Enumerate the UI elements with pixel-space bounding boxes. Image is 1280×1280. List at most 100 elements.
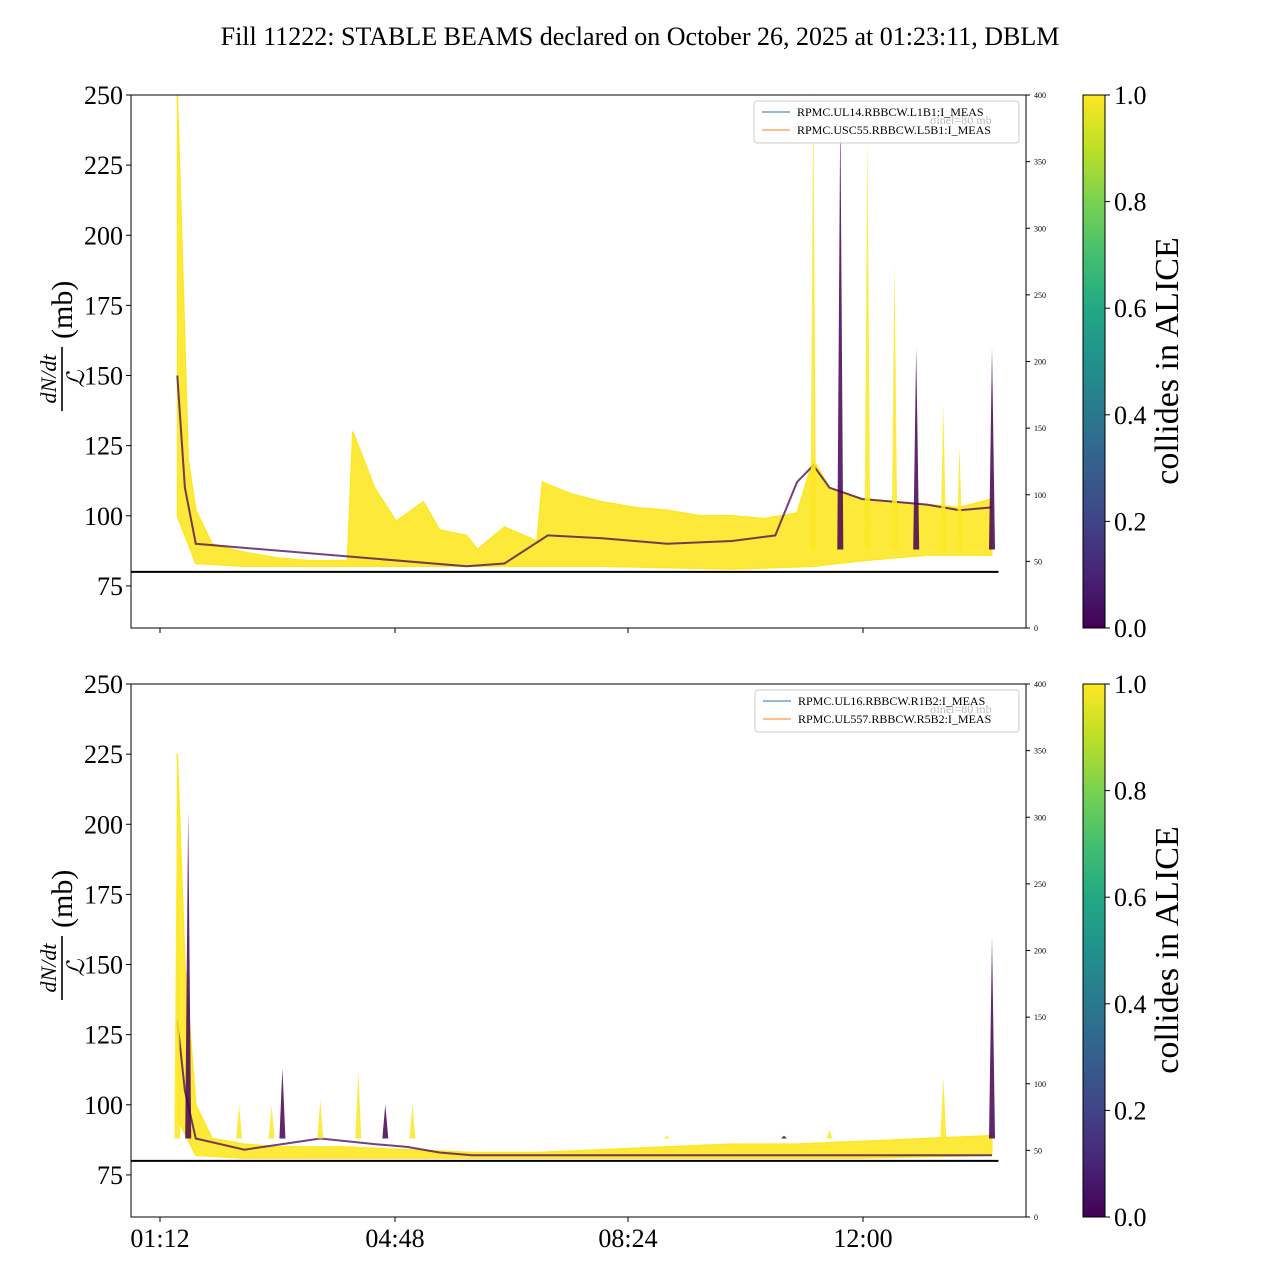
right-y-tick-label: 150 — [1034, 1013, 1046, 1022]
spike-mark — [810, 95, 817, 550]
top-colorbar: 0.0 0.2 0.4 0.6 0.8 1.0 collides in ALICE — [1082, 81, 1186, 643]
top-ylabel-numerator: dN/dt — [36, 354, 61, 404]
right-y-tick-label: 200 — [1034, 358, 1046, 367]
colorbar-tick-label: 1.0 — [1114, 670, 1147, 699]
y-tick-label: 150 — [84, 362, 123, 391]
bottom-y-axis-label: dN/dt ℒ (mb) — [36, 870, 90, 1000]
bottom-plot-area — [174, 754, 995, 1159]
top-colorbar-label: collides in ALICE — [1149, 237, 1186, 484]
right-y-tick-label: 100 — [1034, 491, 1046, 500]
top-legend-box — [753, 100, 1020, 144]
spike-mark — [989, 347, 995, 550]
y-tick-label: 75 — [97, 1161, 123, 1190]
right-y-tick-label: 0 — [1034, 1213, 1038, 1222]
x-tick-label: 01:12 — [130, 1224, 189, 1253]
spike-mark — [174, 754, 181, 1139]
spike-mark — [940, 1076, 947, 1139]
y-tick-label: 200 — [84, 221, 123, 250]
spike-mark — [837, 109, 844, 550]
right-y-tick-label: 300 — [1034, 813, 1046, 822]
colorbar-tick-label: 0.8 — [1114, 188, 1147, 217]
bottom-legend-entry-2: RPMC.UL557.RBBCW.R5B2:I_MEAS — [798, 712, 991, 726]
bottom-colorbar-gradient — [1082, 683, 1106, 1218]
top-legend-entry-1: RPMC.UL14.RBBCW.L1B1:I_MEAS — [797, 105, 984, 119]
y-tick-label: 225 — [84, 151, 123, 180]
right-y-tick-label: 400 — [1034, 91, 1046, 100]
top-colorbar-ticks: 0.0 0.2 0.4 0.6 0.8 1.0 — [1105, 81, 1147, 643]
series-line-1 — [176, 515, 992, 570]
x-tick-label: 12:00 — [833, 1224, 892, 1253]
y-tick-label: 100 — [84, 502, 123, 531]
top-y-axis-label: dN/dt ℒ (mb) — [36, 281, 90, 411]
bottom-right-y-ticks: 0 50 100 150 200 250 300 350 400 — [1026, 680, 1046, 1222]
y-tick-label: 100 — [84, 1091, 123, 1120]
top-panel: 75 100 125 150 175 200 225 250 0 50 100 150 200 250 3… — [36, 81, 1186, 643]
bottom-x-ticks: 01:12 04:48 08:24 12:00 — [130, 1217, 893, 1253]
spike-mark — [664, 1135, 670, 1139]
top-legend-ghost-text: σinel=80 mb — [930, 113, 992, 127]
bottom-colorbar-label: collides in ALICE — [1149, 826, 1186, 1073]
y-tick-label: 175 — [84, 291, 123, 320]
bottom-legend: σinel=80 mb RPMC.UL16.RBBCW.R1B2:I_MEAS … — [754, 689, 1020, 733]
y-tick-label: 75 — [97, 572, 123, 601]
spike-mark — [864, 137, 871, 550]
right-y-tick-label: 150 — [1034, 424, 1046, 433]
spike-mark — [236, 1104, 243, 1139]
top-right-y-ticks: 0 50 100 150 200 250 300 350 400 — [1026, 91, 1046, 633]
right-y-tick-label: 200 — [1034, 947, 1046, 956]
bottom-colorbar: 0.0 0.2 0.4 0.6 0.8 1.0 collides in ALICE — [1082, 670, 1186, 1232]
colorbar-tick-label: 0.6 — [1114, 883, 1147, 912]
top-plot-area — [176, 95, 995, 570]
spike-mark — [913, 347, 920, 550]
spike-mark — [317, 1099, 324, 1139]
spike-mark — [781, 1135, 787, 1139]
spike-mark — [185, 810, 192, 1139]
top-y-ticks: 75 100 125 150 175 200 225 250 — [84, 81, 131, 601]
series-band-collides-1 — [176, 754, 993, 1159]
right-y-tick-label: 350 — [1034, 747, 1046, 756]
bottom-y-ticks: 75 100 125 150 175 200 225 250 — [84, 670, 131, 1190]
y-tick-label: 250 — [84, 81, 123, 110]
top-legend-entry-2: RPMC.USC55.RBBCW.L5B1:I_MEAS — [797, 123, 991, 137]
right-y-tick-label: 250 — [1034, 291, 1046, 300]
colorbar-tick-label: 0.4 — [1114, 401, 1147, 430]
y-tick-label: 225 — [84, 740, 123, 769]
top-ylabel-denominator: ℒ — [64, 370, 90, 388]
bottom-axes-frame — [130, 683, 1027, 1218]
right-y-tick-label: 100 — [1034, 1080, 1046, 1089]
y-tick-label: 125 — [84, 1021, 123, 1050]
top-colorbar-gradient — [1082, 94, 1106, 629]
right-y-tick-label: 50 — [1034, 557, 1042, 566]
y-tick-label: 175 — [84, 880, 123, 909]
x-tick-label: 04:48 — [365, 1224, 424, 1253]
series-line-0 — [176, 754, 993, 1154]
colorbar-tick-label: 0.8 — [1114, 777, 1147, 806]
y-tick-label: 250 — [84, 670, 123, 699]
spike-mark — [940, 403, 947, 550]
right-y-tick-label: 0 — [1034, 624, 1038, 633]
bottom-panel: 75 100 125 150 175 200 225 250 0 50 100 150 200 250 3… — [36, 670, 1186, 1253]
colorbar-tick-label: 0.0 — [1114, 1203, 1147, 1232]
bottom-legend-ghost-text: σinel=80 mb — [930, 702, 992, 716]
colorbar-tick-label: 0.4 — [1114, 990, 1147, 1019]
spike-mark — [279, 1068, 286, 1139]
colorbar-tick-label: 0.0 — [1114, 614, 1147, 643]
colorbar-tick-label: 0.6 — [1114, 294, 1147, 323]
figure-title: Fill 11222: STABLE BEAMS declared on Oct… — [221, 22, 1060, 51]
y-tick-label: 125 — [84, 432, 123, 461]
spike-mark — [826, 1130, 833, 1139]
top-ylabel-unit: (mb) — [46, 281, 79, 339]
x-tick-label: 08:24 — [598, 1224, 657, 1253]
bottom-ylabel-denominator: ℒ — [64, 959, 90, 977]
spike-mark — [382, 1104, 389, 1139]
right-y-tick-label: 300 — [1034, 224, 1046, 233]
top-x-tick-marks — [159, 628, 864, 633]
right-y-tick-label: 400 — [1034, 680, 1046, 689]
spike-mark — [268, 1104, 275, 1139]
colorbar-tick-label: 1.0 — [1114, 81, 1147, 110]
colorbar-tick-label: 0.2 — [1114, 507, 1147, 536]
series-line-2 — [176, 375, 993, 568]
bottom-ylabel-numerator: dN/dt — [36, 943, 61, 993]
spike-mark — [891, 263, 898, 550]
